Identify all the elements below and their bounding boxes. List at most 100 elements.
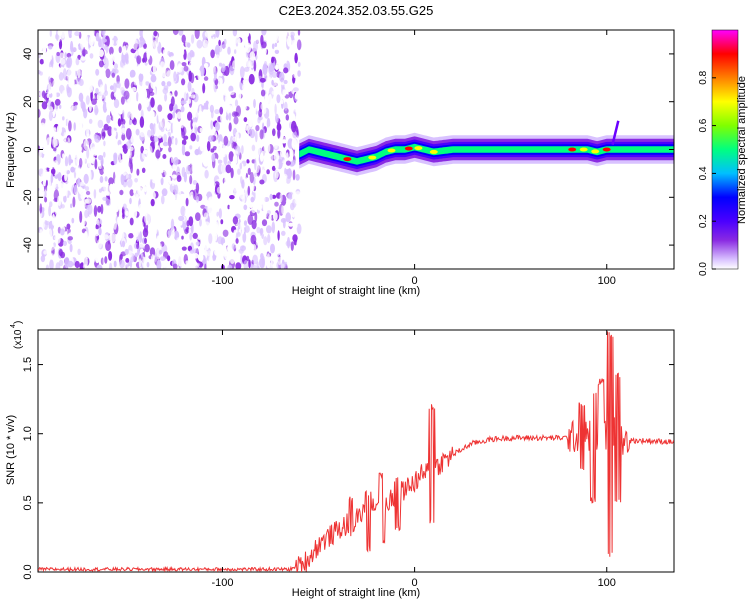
heatmap-cell <box>208 233 213 245</box>
heatmap-cell <box>282 89 287 97</box>
heatmap-cell <box>63 195 67 203</box>
heatmap-cell <box>220 163 226 174</box>
heatmap-cell <box>160 177 164 186</box>
heatmap-cell <box>213 70 217 81</box>
heatmap-cell <box>77 248 81 255</box>
heatmap-cell <box>95 32 100 42</box>
heatmap-cell <box>167 230 172 236</box>
heatmap-cell <box>223 38 227 46</box>
heatmap-cell <box>161 220 168 232</box>
heatmap-cell <box>229 90 235 95</box>
heatmap-cell <box>211 153 216 163</box>
heatmap-cell <box>68 34 72 39</box>
heatmap-cell <box>79 181 85 187</box>
heatmap-cell <box>222 229 229 237</box>
heatmap-cell <box>45 264 49 269</box>
heatmap-cell <box>74 260 80 269</box>
heatmap-cell <box>134 178 139 183</box>
heatmap-cell <box>212 229 218 237</box>
heatmap-cell <box>119 30 123 36</box>
heatmap-cell <box>252 254 258 265</box>
heatmap-cell <box>152 63 157 74</box>
heatmap-cell <box>38 52 41 59</box>
heatmap-cell <box>177 42 180 51</box>
heatmap-cell <box>245 125 249 131</box>
heatmap-cell <box>176 237 182 242</box>
heatmap-cell <box>294 105 299 113</box>
heatmap-cell <box>98 39 102 48</box>
heatmap-cell <box>187 52 192 61</box>
heatmap-cell <box>222 242 227 253</box>
heatmap-cell <box>164 93 168 102</box>
heatmap-cell <box>193 57 199 64</box>
heatmap-cell <box>42 169 48 178</box>
heatmap-cell <box>233 116 239 125</box>
heatmap-cell <box>93 177 98 182</box>
heatmap-cell <box>287 74 291 83</box>
heatmap-cell <box>87 244 92 254</box>
heatmap-cell <box>171 179 175 187</box>
heatmap-cell <box>91 30 95 37</box>
heatmap-cell <box>173 157 179 166</box>
heatmap-cell <box>214 200 220 209</box>
heatmap-cell <box>264 93 269 105</box>
heatmap-cell <box>296 135 299 145</box>
heatmap-cell <box>267 126 273 132</box>
y-tick-label: 0 <box>22 146 34 152</box>
heatmap-cell <box>96 239 103 249</box>
heatmap-cell <box>176 250 182 256</box>
heatmap-cell <box>83 231 88 242</box>
heatmap-cell <box>40 85 43 90</box>
heatmap-cell <box>97 155 104 161</box>
heatmap-cell <box>78 78 84 87</box>
heatmap-cell <box>43 33 49 42</box>
heatmap-cell <box>163 133 168 144</box>
heatmap-cell <box>274 42 278 48</box>
heatmap-cell <box>179 146 182 155</box>
heatmap-cell <box>208 135 214 142</box>
heatmap-cell <box>270 243 275 254</box>
spectrogram-x-ticks: -100 0 100 <box>211 30 616 287</box>
heatmap-cell <box>153 222 158 235</box>
heatmap-cell <box>138 258 142 269</box>
heatmap-cell <box>250 203 257 214</box>
heatmap-cell <box>193 253 199 259</box>
heatmap-cell <box>130 110 135 121</box>
heatmap-cell <box>256 203 263 211</box>
heatmap-cell <box>183 184 190 196</box>
heatmap-cell <box>138 221 144 229</box>
heatmap-cell <box>137 187 144 196</box>
heatmap-cell <box>67 177 71 186</box>
heatmap-cell <box>235 131 240 144</box>
heatmap-cell <box>67 236 74 241</box>
heatmap-cell <box>59 58 66 65</box>
heatmap-cell <box>146 213 151 225</box>
heatmap-cell <box>192 109 196 119</box>
heatmap-cell <box>205 195 208 205</box>
heatmap-cell <box>170 194 176 206</box>
heatmap-cell <box>259 129 264 140</box>
snr-multiplier-close: ) <box>13 321 24 324</box>
heatmap-cell <box>170 218 175 231</box>
heatmap-cell <box>171 155 174 164</box>
heatmap-cell <box>79 225 82 230</box>
heatmap-cell <box>247 232 251 237</box>
heatmap-cell <box>157 112 163 122</box>
heatmap-cell <box>126 170 130 182</box>
heatmap-cell <box>186 205 193 213</box>
heatmap-cell <box>129 197 132 205</box>
heatmap-cell <box>46 137 52 148</box>
heatmap-cell <box>39 229 43 236</box>
heatmap-cell <box>271 90 276 95</box>
heatmap-cell <box>211 172 216 178</box>
heatmap-cell <box>227 204 230 210</box>
y-tick-label: 40 <box>22 48 34 60</box>
heatmap-cell <box>121 30 126 42</box>
heatmap-cell <box>269 193 273 200</box>
heatmap-cell <box>253 31 256 37</box>
heatmap-cell <box>274 170 279 179</box>
heatmap-cell <box>145 67 152 79</box>
heatmap-cell <box>181 126 187 136</box>
heatmap-cell <box>185 86 188 94</box>
heatmap-cell <box>181 34 186 43</box>
